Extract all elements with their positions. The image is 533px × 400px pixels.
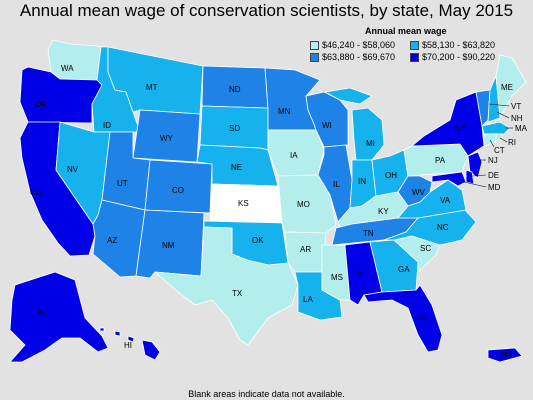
state-label-tn: TN — [363, 229, 374, 238]
legend-item: $70,200 - $90,220 — [410, 52, 520, 62]
legend-label: $70,200 - $90,220 — [422, 52, 496, 62]
leader-line-nh — [496, 111, 510, 119]
state-label-or: OR — [35, 100, 47, 109]
leader-lines — [463, 103, 513, 188]
legend: Annual mean wage $46,240 - $58,060 $58,1… — [310, 26, 525, 62]
legend-label: $63,880 - $69,670 — [322, 52, 396, 62]
state-label-tx: TX — [232, 289, 243, 298]
legend-swatch — [310, 52, 319, 62]
state-label-il: IL — [333, 180, 340, 189]
leader-line-vt — [488, 103, 510, 107]
state-label-nh: NH — [511, 114, 523, 123]
footnote: Blank areas indicate data not available. — [188, 389, 345, 399]
state-label-va: VA — [440, 196, 451, 205]
legend-item: $58,130 - $63,820 — [410, 40, 520, 50]
state-label-nj: NJ — [488, 156, 498, 165]
state-label-mi: MI — [366, 139, 375, 148]
state-label-ms: MS — [331, 273, 343, 282]
state-label-mo: MO — [297, 200, 310, 209]
state-mi[interactable] — [324, 87, 385, 161]
state-label-wy: WY — [160, 134, 174, 143]
state-label-mt: MT — [146, 83, 158, 92]
state-label-az: AZ — [107, 236, 117, 245]
state-label-mn: MN — [278, 107, 291, 116]
state-label-id: ID — [103, 121, 111, 130]
state-label-ny: NY — [455, 124, 467, 133]
state-label-sd: SD — [229, 124, 240, 133]
legend-item: $63,880 - $69,670 — [310, 52, 410, 62]
state-label-ks: KS — [238, 199, 249, 208]
state-label-pr: PR — [500, 351, 511, 360]
state-label-ct: CT — [494, 146, 505, 155]
map-title: Annual mean wage of conservation scienti… — [19, 1, 514, 20]
state-pr[interactable] — [487, 347, 523, 363]
state-label-ia: IA — [290, 151, 298, 160]
state-fl[interactable] — [363, 284, 443, 353]
state-label-ma: MA — [515, 124, 528, 133]
leader-line-ri — [499, 137, 508, 143]
state-co[interactable] — [144, 159, 213, 214]
state-label-nc: NC — [437, 223, 449, 232]
state-wa[interactable] — [47, 39, 102, 81]
state-label-nv: NV — [67, 165, 79, 174]
state-label-de: DE — [488, 171, 499, 180]
state-label-ca: CA — [30, 188, 42, 197]
state-label-ri: RI — [508, 138, 516, 147]
leader-line-md — [463, 181, 487, 188]
state-label-nd: ND — [229, 85, 241, 94]
state-label-in: IN — [358, 177, 366, 186]
state-label-ut: UT — [117, 179, 128, 188]
state-label-md: MD — [488, 183, 501, 192]
state-label-co: CO — [172, 186, 184, 195]
state-labels: WA OR CA ID NV MT WY UT CO AZ NM ND SD N… — [30, 64, 528, 360]
state-label-la: LA — [303, 295, 313, 304]
legend-label: $46,240 - $58,060 — [322, 40, 396, 50]
state-label-me: ME — [501, 83, 513, 92]
legend-title: Annual mean wage — [365, 26, 447, 36]
state-label-ga: GA — [398, 265, 410, 274]
state-label-sc: SC — [420, 244, 431, 253]
state-label-nm: NM — [162, 241, 175, 250]
state-label-wi: WI — [322, 121, 332, 130]
legend-swatch — [410, 40, 419, 50]
state-md[interactable] — [431, 171, 467, 187]
state-label-pa: PA — [435, 156, 446, 165]
state-nc[interactable] — [383, 209, 477, 246]
state-label-hi: HI — [124, 341, 132, 350]
state-label-ne: NE — [231, 163, 242, 172]
state-label-ok: OK — [252, 236, 264, 245]
state-ma[interactable] — [481, 121, 511, 135]
state-label-oh: OH — [385, 171, 397, 180]
state-label-wa: WA — [61, 64, 74, 73]
state-label-al: AL — [357, 269, 367, 278]
state-label-ak: AK — [37, 308, 48, 317]
state-label-wv: WV — [412, 188, 426, 197]
state-mt[interactable] — [107, 46, 204, 115]
state-hi[interactable] — [99, 327, 161, 361]
leader-line-de — [471, 174, 487, 177]
state-label-ky: KY — [378, 207, 389, 216]
leader-line-ct — [489, 139, 495, 148]
legend-swatch — [310, 40, 319, 50]
state-shapes — [9, 39, 527, 363]
state-ak[interactable] — [9, 271, 109, 363]
legend-swatch — [410, 52, 419, 62]
state-ri[interactable] — [495, 133, 503, 141]
legend-label: $58,130 - $63,820 — [422, 40, 496, 50]
state-me[interactable] — [495, 54, 527, 119]
legend-item: $46,240 - $58,060 — [310, 40, 410, 50]
state-tx[interactable] — [154, 226, 299, 346]
state-label-fl: FL — [418, 315, 428, 324]
state-label-vt: VT — [511, 102, 521, 111]
state-label-ar: AR — [300, 245, 311, 254]
